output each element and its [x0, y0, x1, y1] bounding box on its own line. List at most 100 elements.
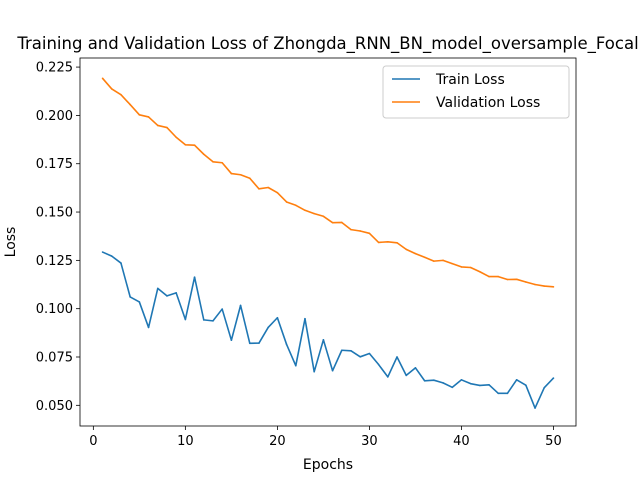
data-point-validation-loss-41 [469, 266, 472, 269]
legend: Train Loss Validation Loss [382, 65, 570, 119]
data-point-train-loss-43 [488, 384, 490, 386]
data-point-train-loss-28 [350, 350, 352, 352]
data-point-validation-loss-8 [166, 126, 168, 129]
data-point-train-loss-10 [184, 318, 187, 321]
data-point-train-loss-34 [405, 374, 408, 377]
data-point-validation-loss-28 [350, 228, 352, 231]
data-point-validation-loss-33 [396, 241, 398, 244]
data-point-validation-loss-30 [368, 232, 371, 235]
series-line-validation-loss [101, 77, 554, 288]
data-point-validation-loss-43 [488, 275, 490, 278]
data-point-train-loss-26 [331, 369, 334, 372]
data-point-validation-loss-37 [433, 260, 435, 262]
ticks-layer: 0 10 20 30 40 50 0.050 0.075 0.100 0.125 0.150 0.17… [36, 61, 562, 449]
data-point-train-loss-36 [423, 379, 426, 382]
data-point-validation-loss-27 [341, 221, 343, 224]
data-point-train-loss-29 [359, 356, 362, 358]
y-tick-label-7: 0.225 [36, 61, 73, 76]
data-point-validation-loss-32 [387, 241, 389, 243]
data-point-validation-loss-16 [239, 173, 242, 176]
data-point-train-loss-21 [285, 343, 288, 346]
data-point-train-loss-19 [267, 326, 269, 329]
data-point-validation-loss-42 [479, 270, 481, 273]
data-point-train-loss-7 [156, 287, 159, 290]
data-point-train-loss-1 [101, 251, 104, 253]
y-axis-label: Loss [3, 227, 19, 258]
x-tick-label-1: 10 [177, 434, 194, 449]
x-tick-label-4: 40 [453, 434, 470, 449]
series-line-train-loss [102, 251, 555, 409]
data-point-train-loss-47 [525, 384, 527, 387]
data-point-train-loss-5 [138, 301, 141, 303]
data-point-train-loss-18 [258, 342, 260, 344]
data-point-train-loss-24 [313, 370, 316, 373]
data-point-validation-loss-35 [414, 252, 417, 255]
data-point-train-loss-37 [433, 379, 435, 381]
data-point-train-loss-31 [377, 363, 380, 366]
data-point-validation-loss-26 [331, 221, 334, 224]
legend-label-validation-loss: Validation Loss [436, 95, 540, 111]
data-point-train-loss-6 [147, 326, 150, 329]
legend-box [382, 65, 570, 119]
data-point-train-loss-2 [110, 255, 113, 257]
data-point-train-loss-14 [221, 308, 223, 310]
x-tick-label-3: 30 [361, 434, 378, 449]
data-point-validation-loss-5 [138, 114, 141, 116]
data-point-train-loss-39 [451, 386, 454, 389]
data-point-train-loss-11 [193, 276, 196, 278]
data-point-train-loss-32 [387, 376, 389, 378]
data-point-validation-loss-25 [322, 215, 325, 218]
data-point-validation-loss-23 [304, 209, 306, 212]
y-tick-label-1: 0.075 [36, 351, 73, 366]
data-point-train-loss-46 [515, 379, 518, 381]
y-tick-label-6: 0.200 [36, 109, 73, 124]
data-point-validation-loss-10 [184, 143, 187, 146]
y-tick-label-5: 0.175 [36, 157, 73, 172]
data-point-train-loss-15 [230, 339, 233, 341]
data-point-validation-loss-9 [175, 136, 177, 139]
data-point-validation-loss-44 [497, 275, 500, 278]
data-point-train-loss-17 [248, 342, 251, 345]
data-point-validation-loss-6 [147, 116, 150, 118]
legend-label-train-loss: Train Loss [435, 72, 505, 88]
data-point-train-loss-13 [212, 320, 214, 322]
data-point-validation-loss-17 [248, 177, 251, 180]
data-point-train-loss-22 [294, 364, 297, 367]
data-point-train-loss-3 [120, 262, 122, 264]
data-point-train-loss-27 [341, 349, 343, 352]
data-point-validation-loss-12 [202, 153, 205, 156]
data-point-validation-loss-45 [506, 278, 509, 281]
x-tick-label-5: 50 [545, 434, 562, 449]
data-point-validation-loss-31 [377, 241, 380, 244]
plot-frame [79, 57, 577, 427]
data-point-validation-loss-50 [552, 286, 555, 288]
data-point-train-loss-50 [552, 377, 555, 379]
data-point-train-loss-48 [534, 407, 536, 409]
data-point-train-loss-49 [543, 386, 546, 389]
data-point-validation-loss-48 [534, 283, 536, 286]
chart-title: Training and Validation Loss of Zhongda_… [16, 34, 638, 54]
data-point-train-loss-44 [497, 392, 500, 395]
data-point-validation-loss-15 [230, 172, 233, 175]
data-point-validation-loss-49 [543, 285, 546, 287]
data-point-train-loss-12 [202, 319, 205, 321]
data-point-train-loss-45 [506, 392, 509, 395]
data-point-train-loss-23 [304, 317, 306, 320]
data-point-train-loss-30 [368, 352, 371, 355]
data-point-validation-loss-11 [193, 144, 196, 146]
data-point-validation-loss-13 [212, 160, 214, 163]
y-tick-label-2: 0.100 [36, 302, 73, 317]
data-point-validation-loss-1 [101, 77, 104, 80]
data-point-train-loss-41 [469, 382, 472, 385]
y-tick-label-0: 0.050 [36, 399, 73, 414]
data-point-validation-loss-2 [110, 88, 113, 90]
data-point-train-loss-8 [166, 295, 168, 297]
series-layer [101, 77, 555, 409]
data-point-validation-loss-21 [285, 201, 288, 203]
data-point-validation-loss-34 [405, 248, 408, 251]
x-tick-label-2: 20 [269, 434, 286, 449]
data-point-validation-loss-3 [120, 93, 122, 96]
y-tick-label-3: 0.125 [36, 254, 73, 269]
data-point-train-loss-9 [175, 292, 177, 294]
